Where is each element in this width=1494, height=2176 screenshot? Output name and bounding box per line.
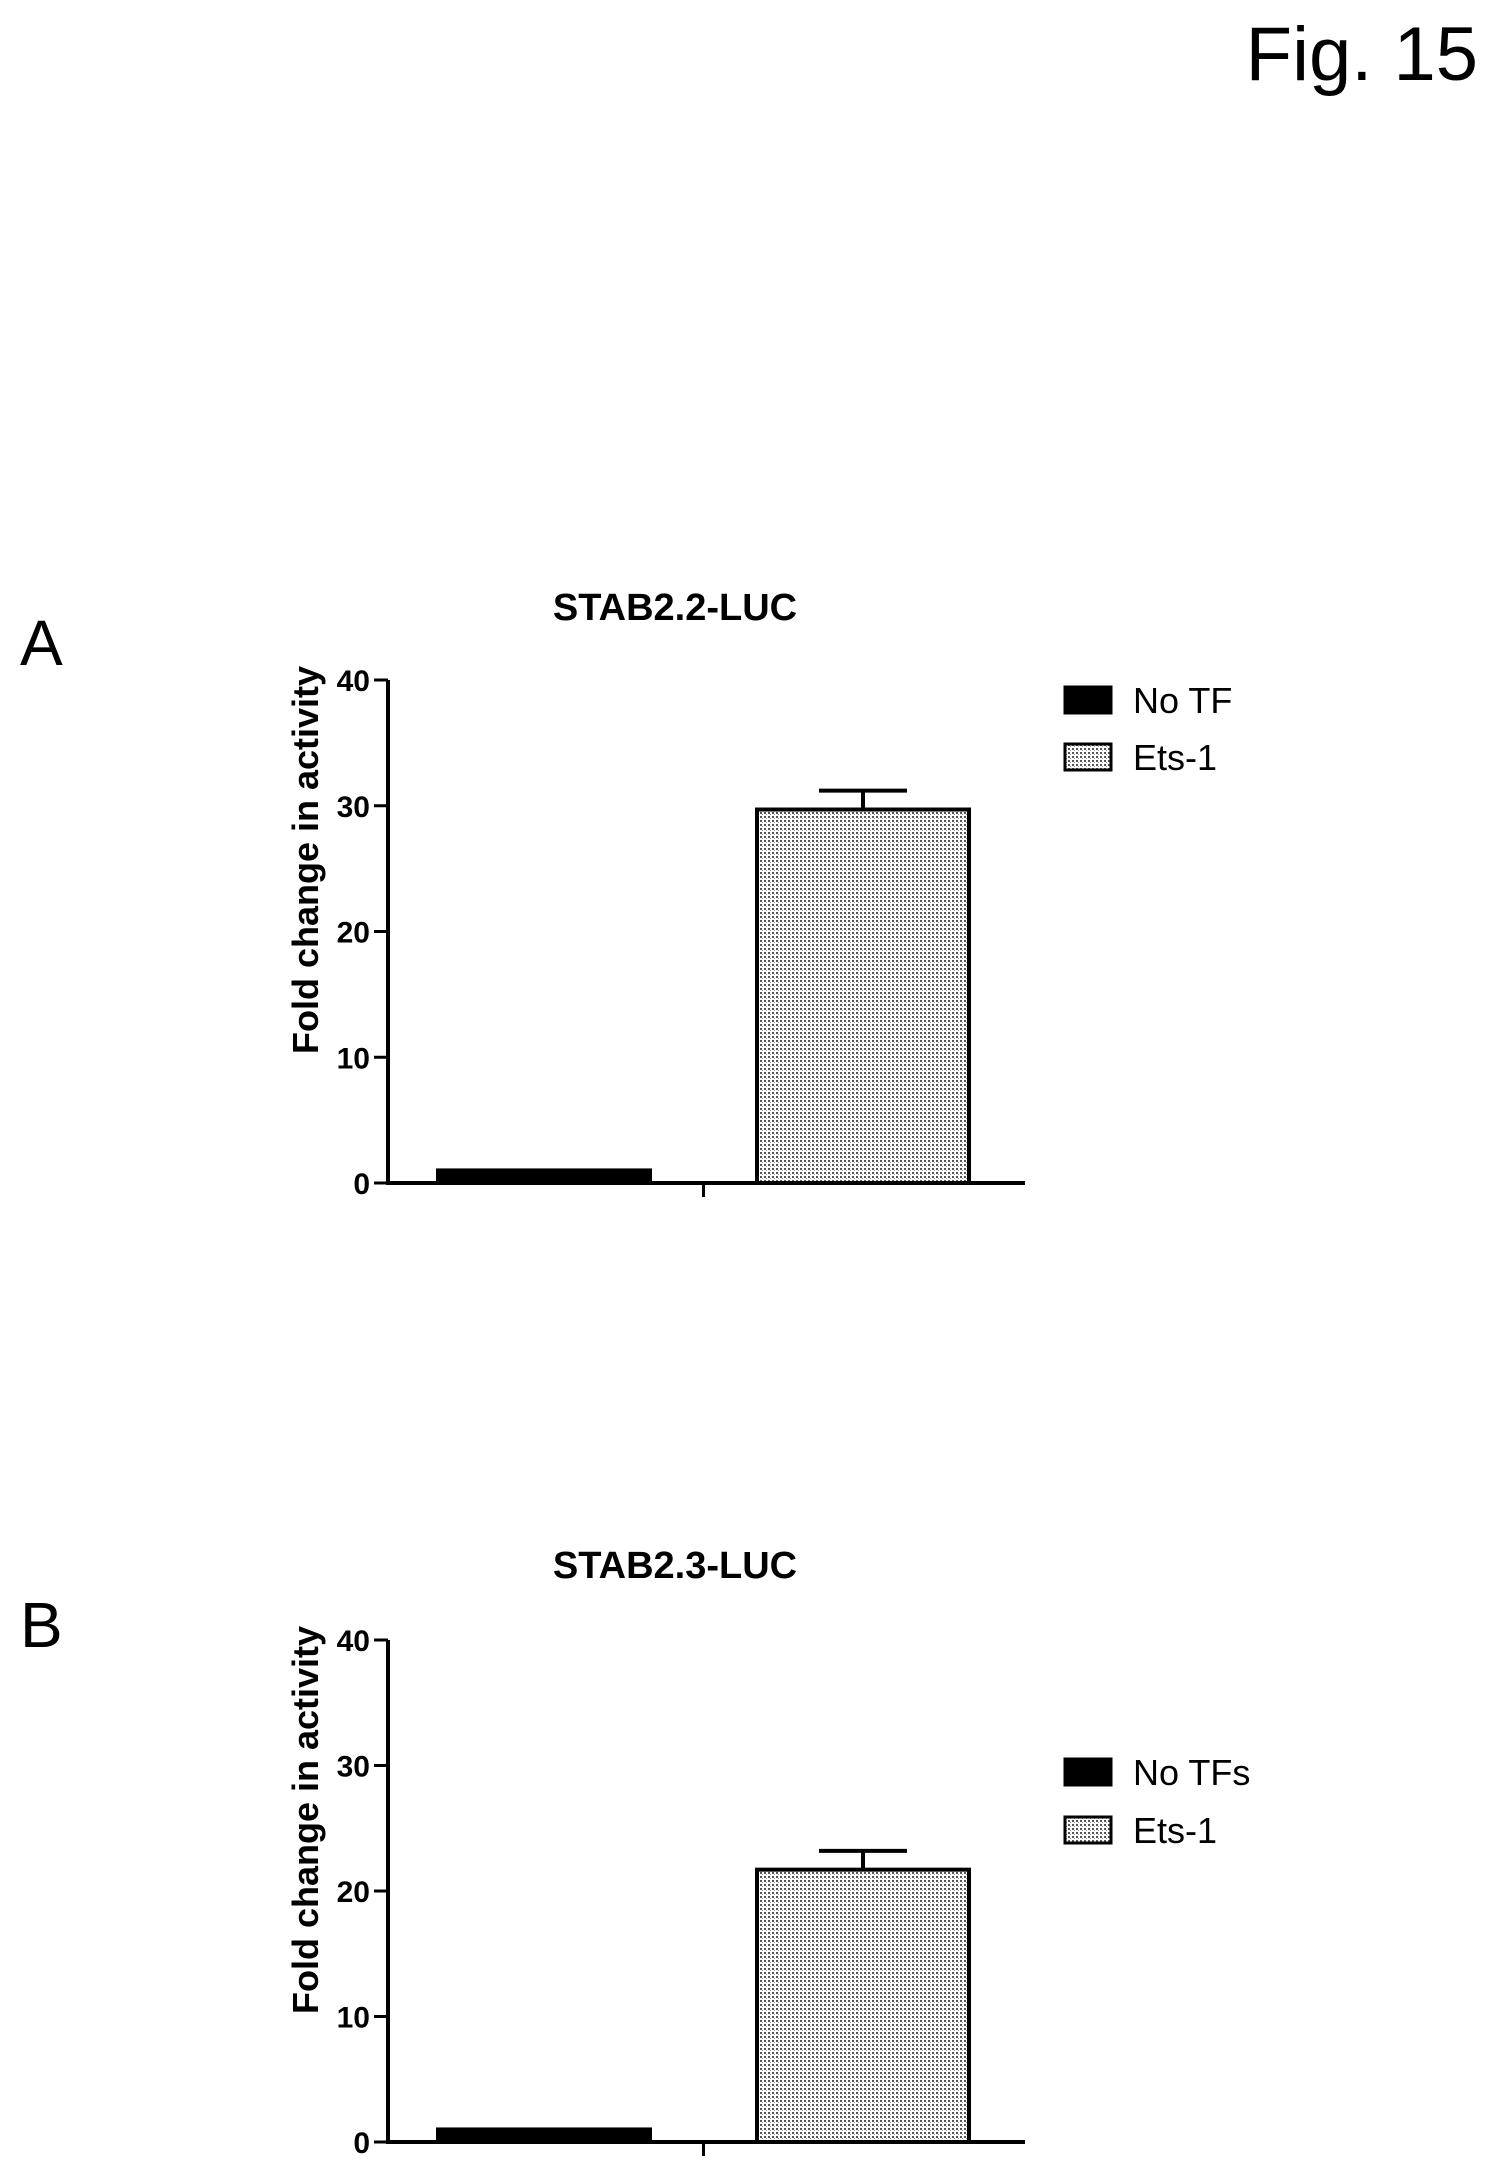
panel-b-legend-swatch (1063, 1815, 1113, 1845)
panel-a-y-tick-label: 40 (337, 665, 370, 698)
panel-a-bar-control (436, 1168, 652, 1186)
figure-label: Fig. 15 (1246, 12, 1478, 97)
panel-b-y-tick-label: 40 (337, 1625, 370, 1658)
panel-a-legend: No TF Ets-1 (1063, 680, 1232, 778)
panel-b-y-tick-label: 10 (337, 2002, 370, 2035)
panel-b-letter: B (20, 1589, 63, 1661)
panel-a-legend-swatch (1063, 685, 1113, 715)
panel-b-bar-ets1 (755, 1867, 971, 2145)
panel-a-bars (436, 788, 971, 1186)
panel-a-y-ticks: 0 10 20 30 40 (337, 665, 388, 1201)
panel-b-legend: No TFs Ets-1 (1063, 1752, 1250, 1851)
panel-a-legend-label: No TF (1133, 680, 1232, 721)
panel-a: A STAB2.2-LUC Fold change in activity 0 1… (20, 587, 1232, 1201)
panel-a-bar-ets1 (755, 807, 971, 1186)
panel-a-title: STAB2.2-LUC (553, 587, 797, 629)
panel-b-legend-swatch (1063, 1757, 1113, 1787)
panel-a-y-tick-label: 10 (337, 1042, 370, 1075)
panel-a-y-tick-label: 20 (337, 917, 370, 950)
panel-b-y-tick-label: 0 (353, 2127, 370, 2160)
panel-a-y-tick-label: 0 (353, 1168, 370, 1201)
panel-b-legend-label: Ets-1 (1133, 1810, 1217, 1851)
panel-a-legend-swatch (1063, 742, 1113, 772)
panel-a-legend-label: Ets-1 (1133, 737, 1217, 778)
panel-b-bar-control (436, 2127, 652, 2144)
panel-b-title: STAB2.3-LUC (553, 1545, 797, 1587)
panel-a-y-tick-label: 30 (337, 791, 370, 824)
panel-b-y-axis-label: Fold change in activity (285, 1626, 326, 2014)
panel-b-legend-label: No TFs (1133, 1752, 1250, 1793)
panel-a-y-axis-label: Fold change in activity (285, 666, 326, 1054)
panel-b: B STAB2.3-LUC Fold change in activity 0 1… (20, 1545, 1250, 2160)
panel-b-y-tick-label: 30 (337, 1751, 370, 1784)
panel-a-letter: A (20, 607, 63, 679)
panel-b-y-ticks: 0 10 20 30 40 (337, 1625, 388, 2160)
panel-b-y-tick-label: 20 (337, 1876, 370, 1909)
panel-b-bars (436, 1848, 971, 2145)
